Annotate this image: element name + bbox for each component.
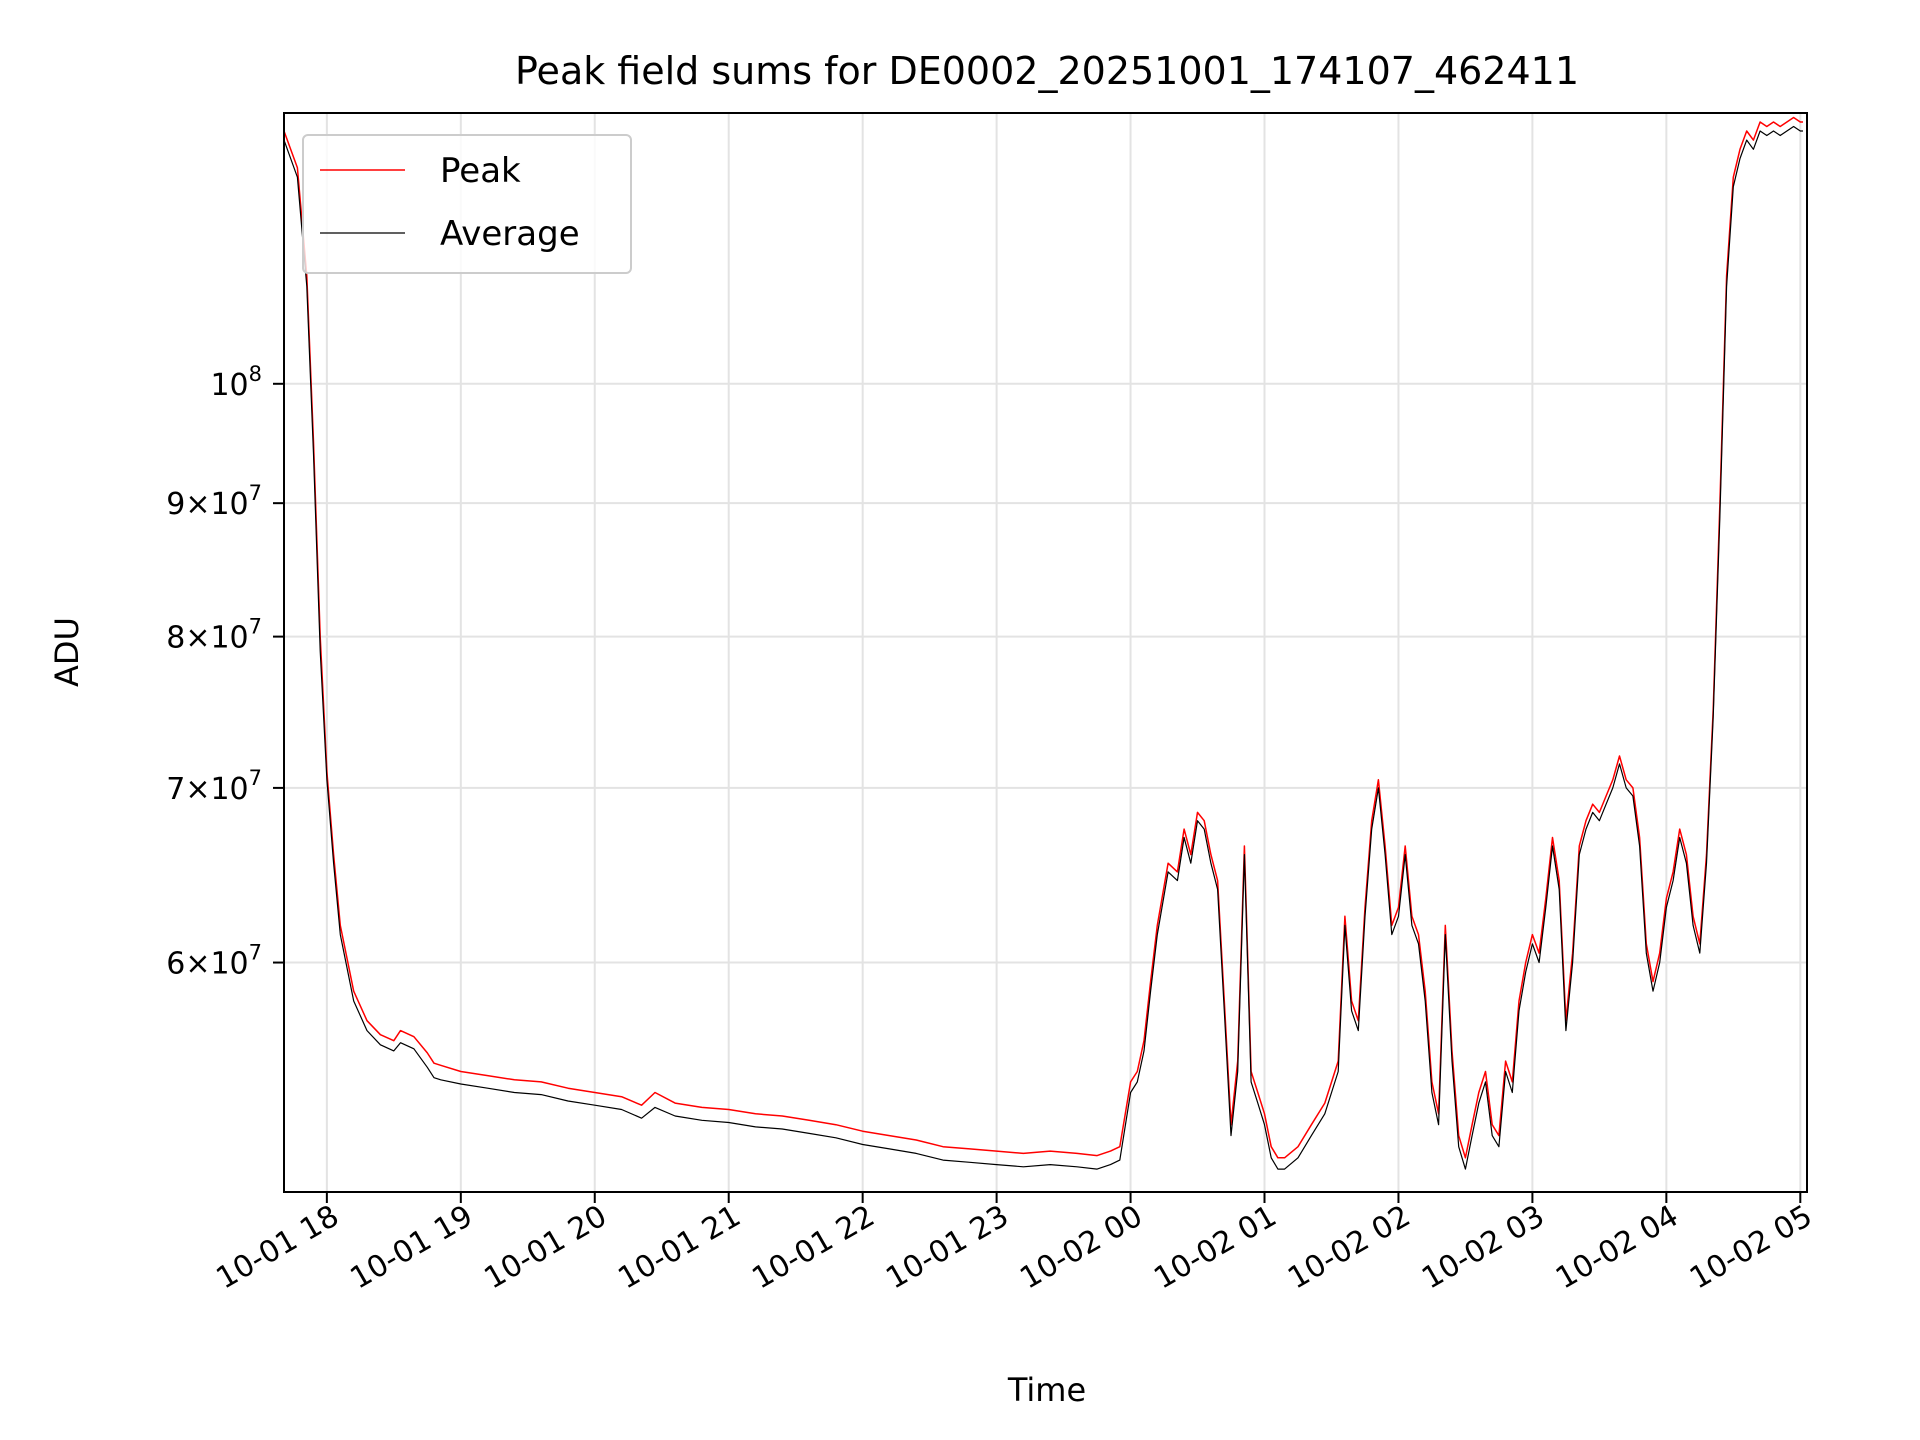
legend-label-peak: Peak: [440, 151, 521, 191]
plot-frame: [283, 112, 1808, 1193]
series-lines: [283, 116, 1803, 1170]
y-tick-label: 9×107: [166, 481, 262, 522]
grid-lines: [284, 113, 1807, 1192]
legend-label-average: Average: [440, 214, 580, 254]
y-tick-label: 8×107: [166, 615, 262, 656]
series-line-average: [283, 125, 1803, 1170]
y-tick-label: 7×107: [166, 766, 262, 807]
chart-title: Peak field sums for DE0002_20251001_1741…: [515, 49, 1579, 93]
legend: Peak Average: [302, 134, 632, 274]
y-tick-label: 6×107: [166, 941, 262, 982]
y-axis-title: ADU: [48, 617, 86, 687]
y-tick-label: 108: [210, 362, 262, 403]
series-line-peak: [283, 116, 1803, 1159]
y-axis-ticks: 6×107 7×107 8×107 9×107 108: [166, 362, 284, 982]
x-axis-title: Time: [1007, 1371, 1086, 1409]
